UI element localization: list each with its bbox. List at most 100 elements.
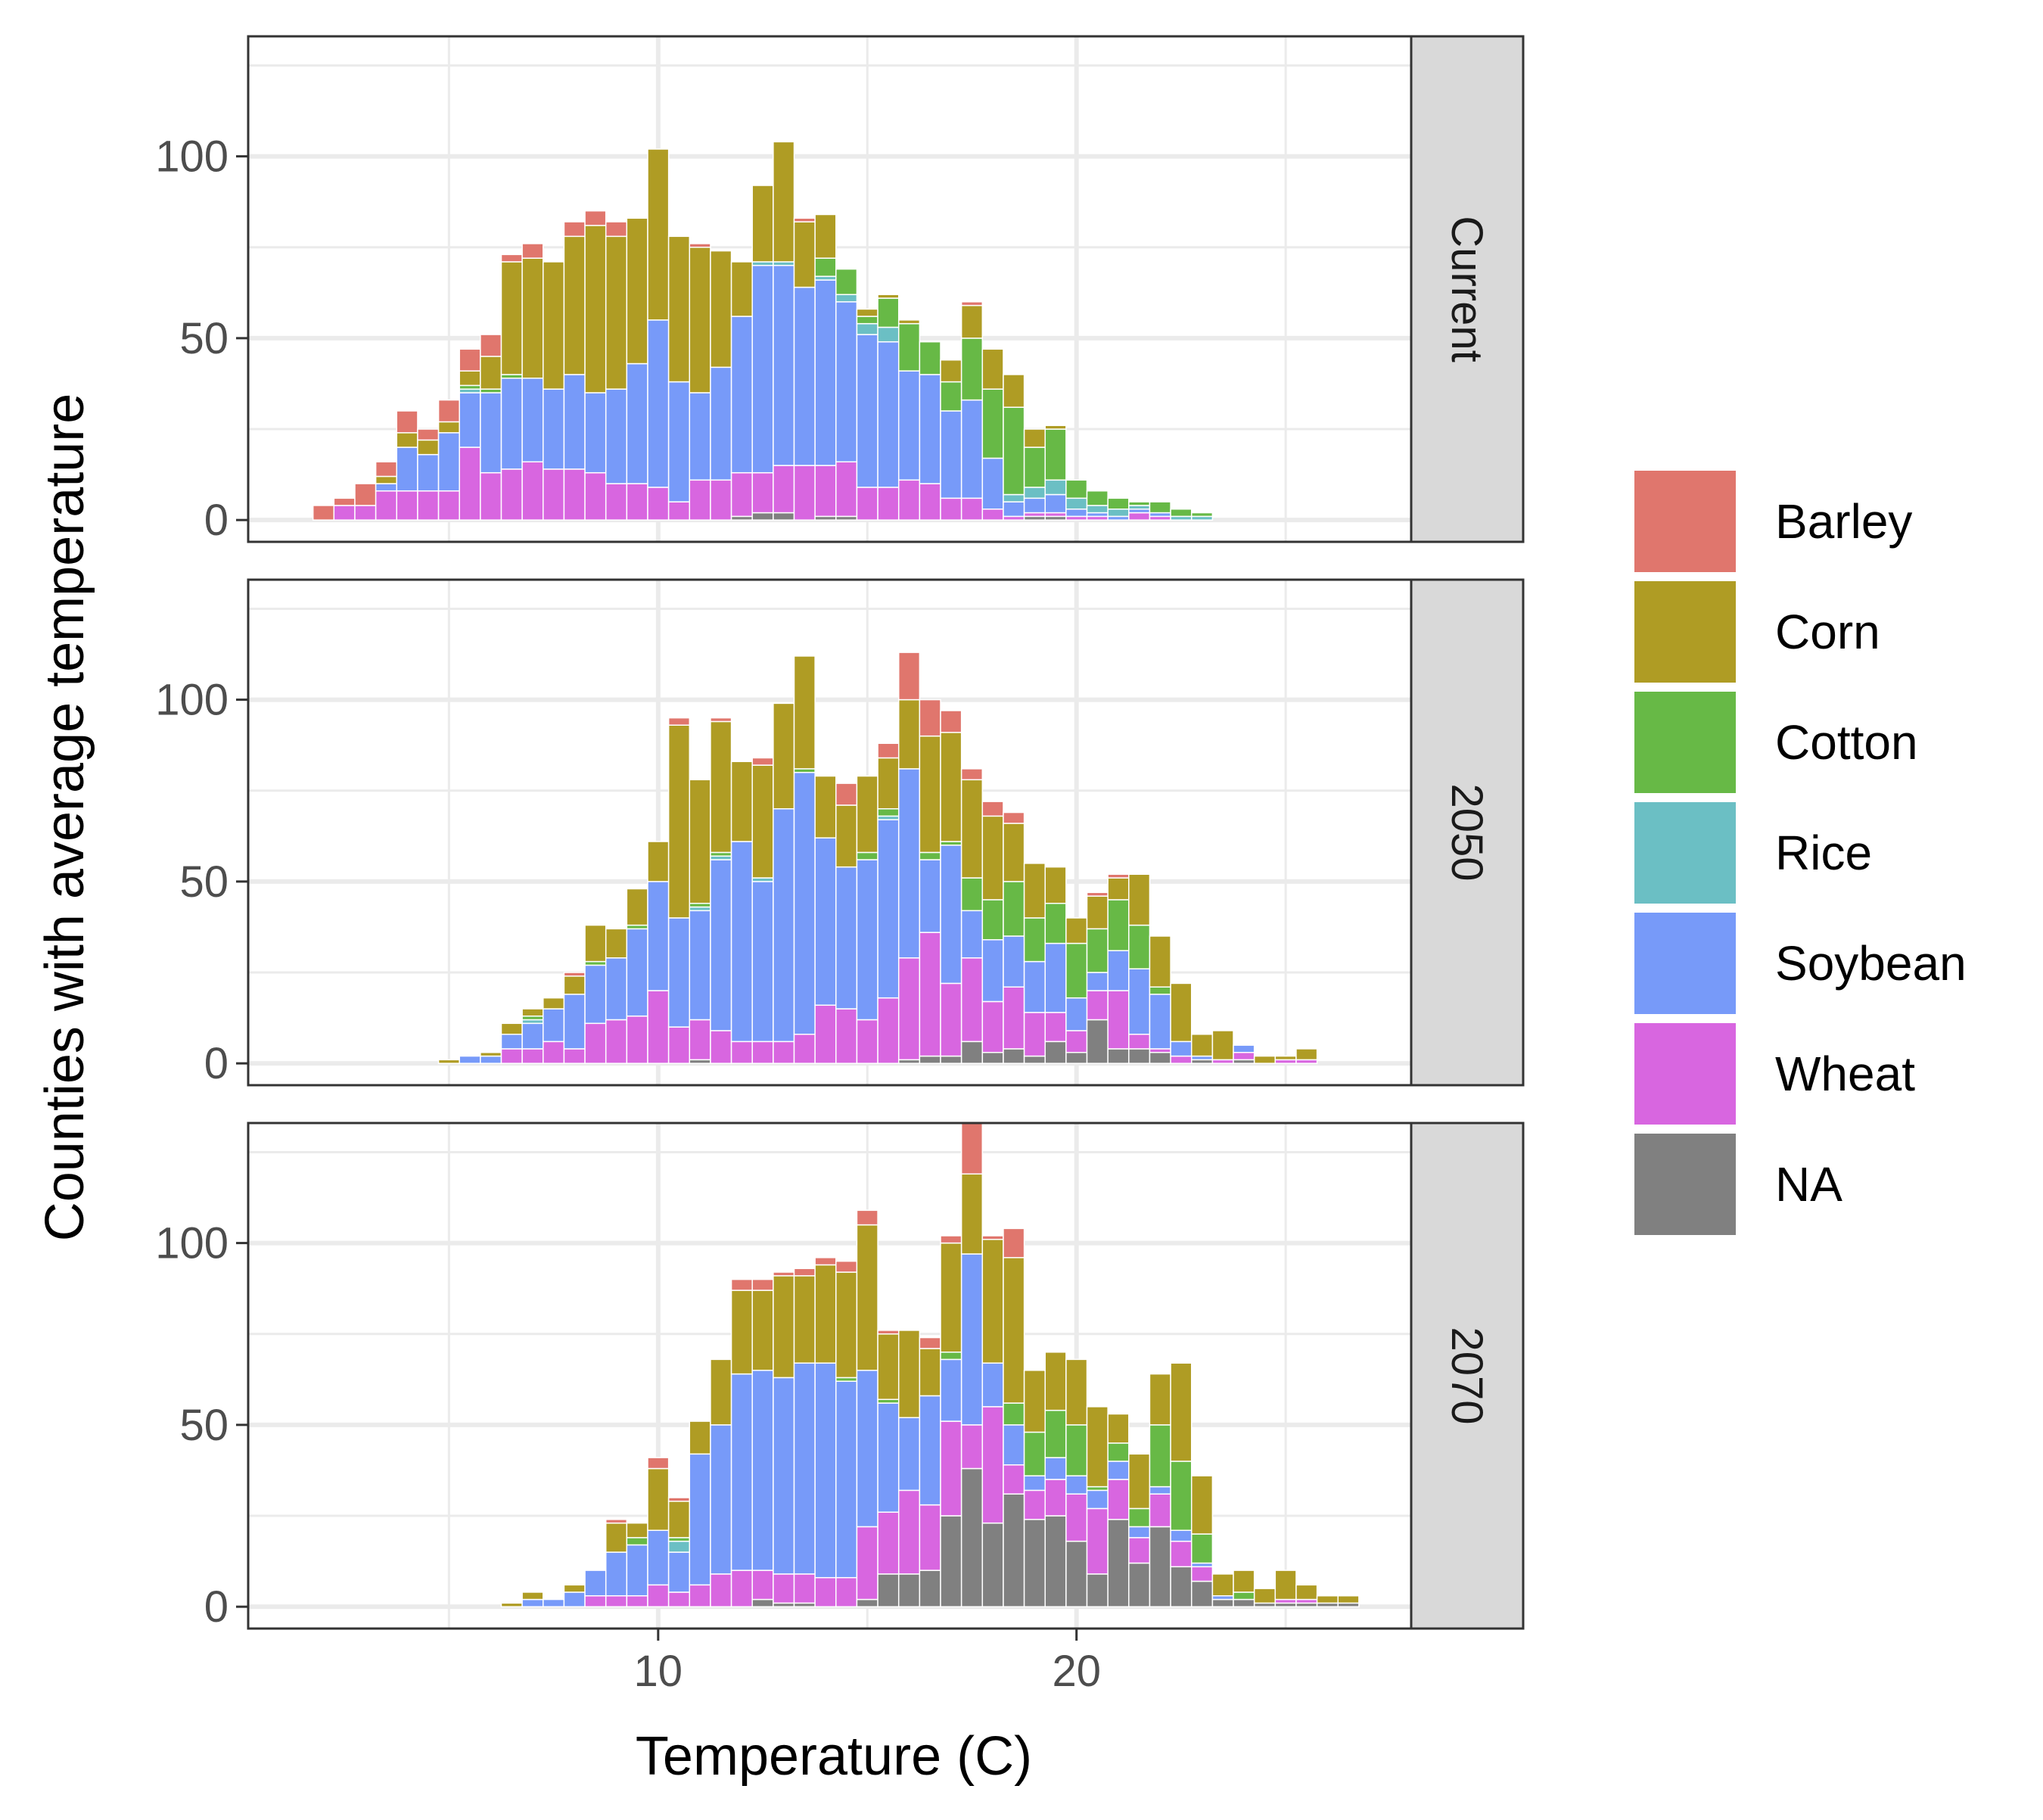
bar-corn <box>500 261 523 375</box>
bar-cotton <box>1149 986 1171 995</box>
bar-cotton <box>814 257 837 277</box>
bar-cotton <box>1170 1461 1193 1531</box>
legend: Barley Corn Cotton Rice Soybean Wheat NA <box>1634 471 1967 1235</box>
bar-barley <box>605 221 628 238</box>
bar-soybean <box>897 768 921 959</box>
bar-na <box>1086 1573 1109 1607</box>
bar-na <box>1128 1048 1151 1064</box>
bar-corn <box>437 421 460 434</box>
bar-barley <box>354 483 377 506</box>
panel-current: Current 0 50 100 <box>155 35 1525 545</box>
bar-soybean <box>605 957 628 1021</box>
bar-na <box>1233 1598 1255 1607</box>
bar-wheat <box>773 1573 795 1604</box>
bar-cotton <box>1044 428 1067 481</box>
bar-soybean <box>521 377 544 463</box>
bar-corn <box>856 775 878 854</box>
bar-na <box>960 1041 984 1064</box>
bar-soybean <box>751 1370 774 1571</box>
bar-corn <box>940 359 962 383</box>
bar-corn <box>751 1290 774 1371</box>
bar-na <box>1023 1055 1046 1064</box>
bar-soybean <box>1044 493 1067 514</box>
bar-wheat <box>710 1573 732 1607</box>
bar-corn <box>814 213 837 259</box>
bar-wheat <box>751 1041 774 1064</box>
panel-2050: 2050 0 50 100 <box>155 578 1525 1088</box>
bar-wheat <box>919 1504 941 1571</box>
bar-soybean <box>981 1362 1004 1408</box>
bar-barley <box>1003 1227 1025 1258</box>
bar-soybean <box>710 366 732 481</box>
bar-wheat <box>940 1420 962 1517</box>
y-tick-label: 100 <box>155 132 229 182</box>
bar-na <box>1003 1048 1025 1064</box>
bar-wheat <box>877 997 900 1064</box>
bar-cotton <box>856 851 878 860</box>
bar-wheat <box>751 1570 774 1601</box>
bar-wheat <box>584 1594 607 1607</box>
y-tick-label: 50 <box>179 314 229 363</box>
bar-wheat <box>1086 990 1109 1021</box>
bar-cotton <box>1023 446 1046 488</box>
bar-soybean <box>543 1008 565 1043</box>
bar-soybean <box>919 859 941 933</box>
bar-barley <box>960 301 984 306</box>
bar-cotton <box>1149 501 1171 514</box>
bar-soybean <box>375 483 398 492</box>
bar-barley <box>730 1278 753 1291</box>
bar-na <box>773 512 795 521</box>
bar-wheat <box>710 479 732 521</box>
bar-soybean <box>1023 497 1046 514</box>
bar-cotton <box>1023 1431 1046 1476</box>
bar-soybean <box>940 410 962 499</box>
bar-corn <box>1086 1406 1109 1488</box>
bar-na <box>1023 1519 1046 1607</box>
bar-rice <box>1086 505 1109 514</box>
bar-barley <box>751 1278 774 1291</box>
bar-wheat <box>584 1022 607 1064</box>
bar-cotton <box>1003 881 1025 937</box>
bar-wheat <box>730 1041 753 1064</box>
bar-corn <box>710 250 732 369</box>
bar-barley <box>940 1235 962 1244</box>
bar-wheat <box>730 1570 753 1607</box>
bar-barley <box>333 497 356 506</box>
bar-na <box>1065 1051 1088 1064</box>
bar-wheat <box>563 1048 586 1064</box>
bar-soybean <box>856 1370 878 1528</box>
bar-soybean <box>1065 1475 1088 1495</box>
bar-soybean <box>626 362 648 484</box>
bar-wheat <box>354 505 377 521</box>
bar-wheat <box>1044 1479 1067 1517</box>
bar-wheat <box>856 1526 878 1601</box>
bar-corn <box>667 1501 691 1538</box>
bar-soybean <box>1003 1424 1025 1466</box>
bar-na <box>856 1598 878 1607</box>
bar-corn <box>793 1275 816 1364</box>
bar-barley <box>647 1457 670 1470</box>
bar-na <box>1128 1562 1151 1607</box>
bar-rice <box>1003 493 1025 502</box>
bar-cotton <box>1065 942 1088 999</box>
bar-wheat <box>521 461 544 521</box>
bar-wheat <box>1233 1051 1255 1061</box>
bar-corn <box>793 221 816 288</box>
bar-soybean <box>793 286 816 466</box>
bar-corn <box>1149 1373 1171 1426</box>
bar-wheat <box>793 465 816 521</box>
bar-wheat <box>856 487 878 521</box>
bar-corn <box>626 1522 648 1538</box>
facet-strip-label: Current <box>1442 216 1491 362</box>
bar-corn <box>667 235 691 383</box>
bar-soybean <box>773 808 795 1043</box>
bar-corn <box>1233 1570 1255 1593</box>
bar-barley <box>689 243 711 248</box>
bar-wheat <box>647 990 670 1064</box>
bar-soybean <box>459 1055 481 1064</box>
bar-corn <box>1128 1453 1151 1510</box>
bar-na <box>1003 1493 1025 1607</box>
bar-soybean <box>897 370 921 481</box>
bar-wheat <box>730 471 753 518</box>
bar-barley <box>835 1260 858 1273</box>
